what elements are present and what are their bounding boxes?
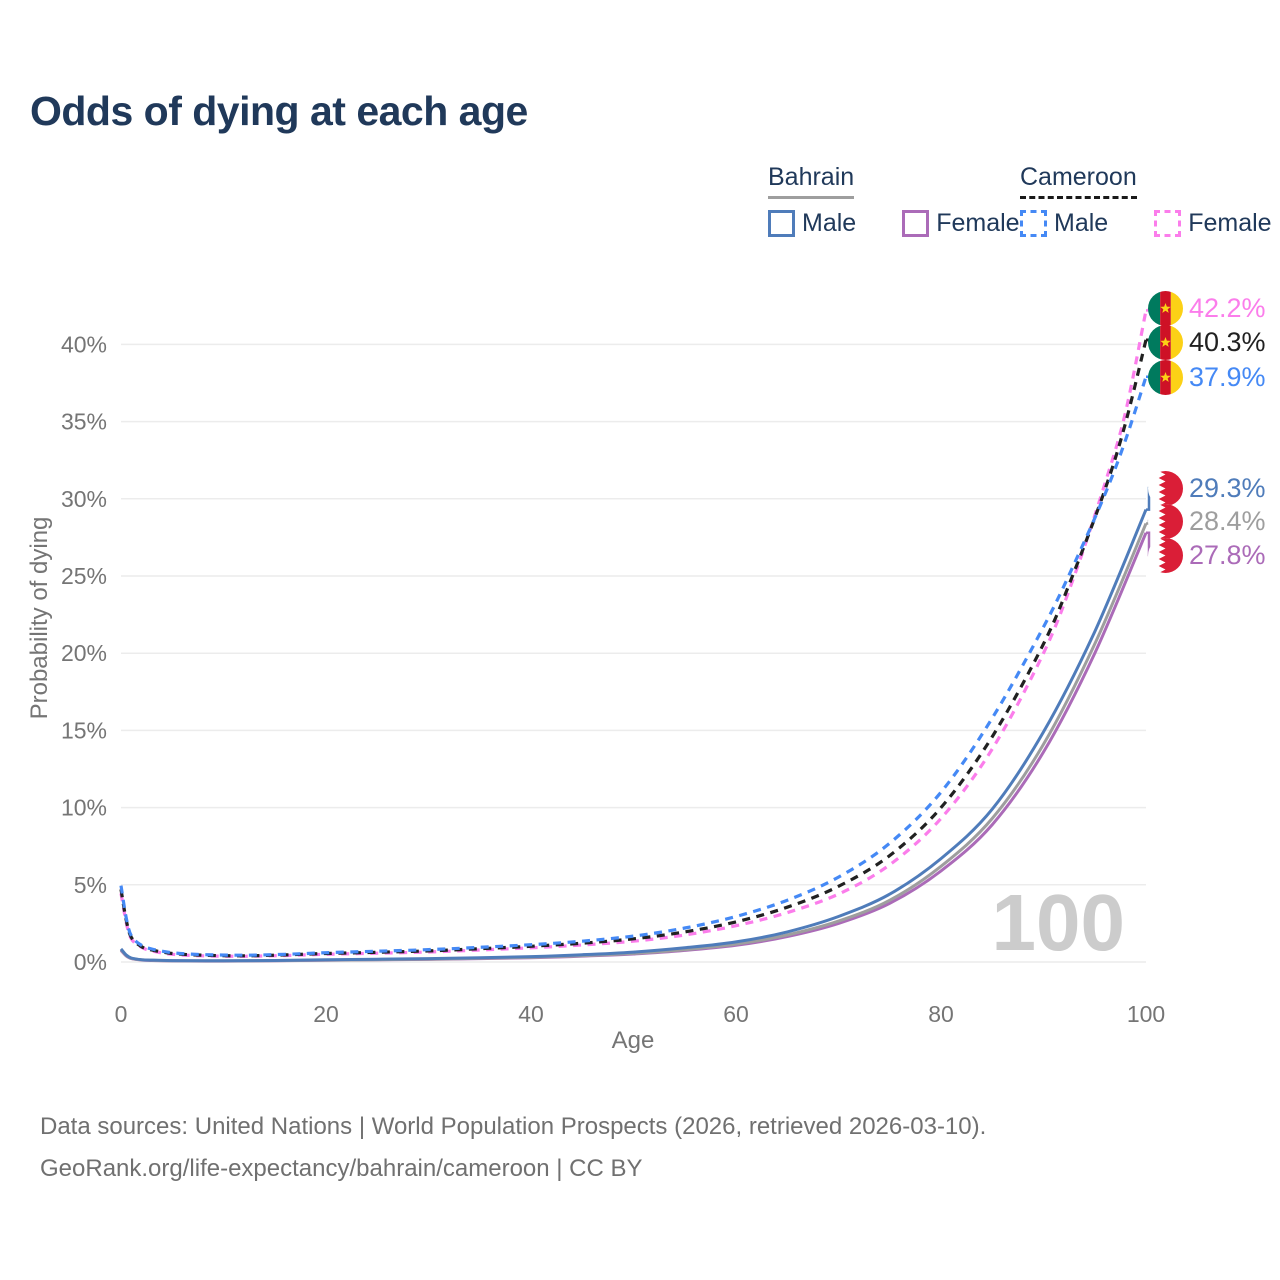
legend-swatch-solid bbox=[902, 210, 930, 237]
y-tick-label: 25% bbox=[61, 563, 107, 589]
end-label-bahrain: 28.4% bbox=[1148, 503, 1266, 539]
cameroon-flag-icon bbox=[1148, 290, 1183, 326]
legend-items-bahrain: Male Female bbox=[768, 209, 1020, 238]
series-line-cameroon-female bbox=[119, 310, 1148, 958]
legend-item-bahrain-male: Male bbox=[768, 209, 856, 238]
gridlines bbox=[121, 343, 1146, 963]
y-tick-label: 30% bbox=[61, 486, 107, 512]
legend-swatch-dashed bbox=[1154, 210, 1182, 237]
y-tick-label: 40% bbox=[61, 331, 107, 357]
legend-item-label: Male bbox=[802, 209, 857, 237]
footer: Data sources: United Nations | World Pop… bbox=[40, 1106, 986, 1190]
series-curves bbox=[119, 310, 1148, 963]
legend-items-cameroon: Male Female bbox=[1020, 209, 1272, 238]
cameroon-flag-icon bbox=[1148, 359, 1183, 395]
legend-item-label: Male bbox=[1054, 209, 1109, 237]
end-label-value: 37.9% bbox=[1189, 361, 1266, 392]
legend-swatch-dashed bbox=[1020, 210, 1047, 237]
page-title: Odds of dying at each age bbox=[30, 88, 528, 134]
end-label-value: 42.2% bbox=[1189, 292, 1266, 323]
legend-country-bahrain: Bahrain bbox=[768, 163, 855, 199]
legend-item-bahrain-female: Female bbox=[902, 209, 1020, 238]
x-tick-label: 20 bbox=[313, 1001, 339, 1027]
y-tick-label: 0% bbox=[74, 949, 107, 975]
end-label-cameroon-female: 42.2% bbox=[1148, 290, 1266, 326]
end-label-value: 27.8% bbox=[1189, 539, 1266, 570]
y-tick-label: 15% bbox=[61, 717, 107, 743]
series-line-cameroon-male bbox=[119, 376, 1148, 957]
x-axis-title: Age bbox=[612, 1027, 655, 1054]
x-axis-tick-labels: 0 20 40 60 80 100 bbox=[115, 1001, 1166, 1027]
y-tick-label: 5% bbox=[74, 872, 107, 898]
series-line-cameroon bbox=[119, 339, 1148, 958]
x-tick-label: 40 bbox=[518, 1001, 544, 1027]
y-tick-label: 35% bbox=[61, 409, 107, 435]
legend-item-label: Female bbox=[1188, 209, 1272, 237]
y-tick-label: 10% bbox=[61, 795, 107, 821]
x-tick-label: 60 bbox=[723, 1001, 749, 1027]
bahrain-flag-icon bbox=[1148, 537, 1183, 573]
age-watermark: 100 bbox=[992, 878, 1125, 967]
y-axis-title: Probability of dying bbox=[26, 517, 53, 720]
bahrain-flag-icon bbox=[1148, 503, 1183, 539]
x-tick-label: 100 bbox=[1127, 1001, 1165, 1027]
end-label-value: 28.4% bbox=[1189, 505, 1266, 536]
end-label-cameroon: 40.3% bbox=[1148, 324, 1266, 360]
legend-swatch-solid bbox=[768, 210, 795, 237]
bahrain-flag-icon bbox=[1148, 470, 1183, 506]
y-tick-label: 20% bbox=[61, 640, 107, 666]
chart-canvas: 100 0% 5% 10% 15% 20% 25% 30% 35% 40% 0 20 40 60 80 1… bbox=[26, 306, 1166, 1054]
series-line-bahrain-male bbox=[119, 509, 1148, 963]
end-label-bahrain-female: 27.8% bbox=[1148, 537, 1266, 573]
end-label-cameroon-male: 37.9% bbox=[1148, 359, 1266, 395]
legend-item-cameroon-male: Male bbox=[1020, 209, 1108, 238]
end-label-bahrain-male: 29.3% bbox=[1148, 470, 1266, 506]
x-tick-label: 0 bbox=[115, 1001, 128, 1027]
end-label-value: 29.3% bbox=[1189, 472, 1266, 503]
legend-group-cameroon: Cameroon Male Female bbox=[1020, 163, 1272, 238]
cameroon-flag-icon bbox=[1148, 324, 1183, 360]
legend-item-cameroon-female: Female bbox=[1154, 209, 1272, 238]
x-tick-label: 80 bbox=[928, 1001, 954, 1027]
legend-group-bahrain: Bahrain Male Female bbox=[768, 163, 1020, 238]
y-axis-tick-labels: 0% 5% 10% 15% 20% 25% 30% 35% 40% bbox=[61, 331, 107, 975]
footer-attribution-line: GeoRank.org/life-expectancy/bahrain/came… bbox=[40, 1155, 643, 1182]
legend-country-cameroon: Cameroon bbox=[1020, 163, 1137, 199]
legend-item-label: Female bbox=[936, 209, 1020, 237]
end-label-value: 40.3% bbox=[1189, 326, 1266, 357]
footer-sources-line: Data sources: United Nations | World Pop… bbox=[40, 1113, 987, 1140]
